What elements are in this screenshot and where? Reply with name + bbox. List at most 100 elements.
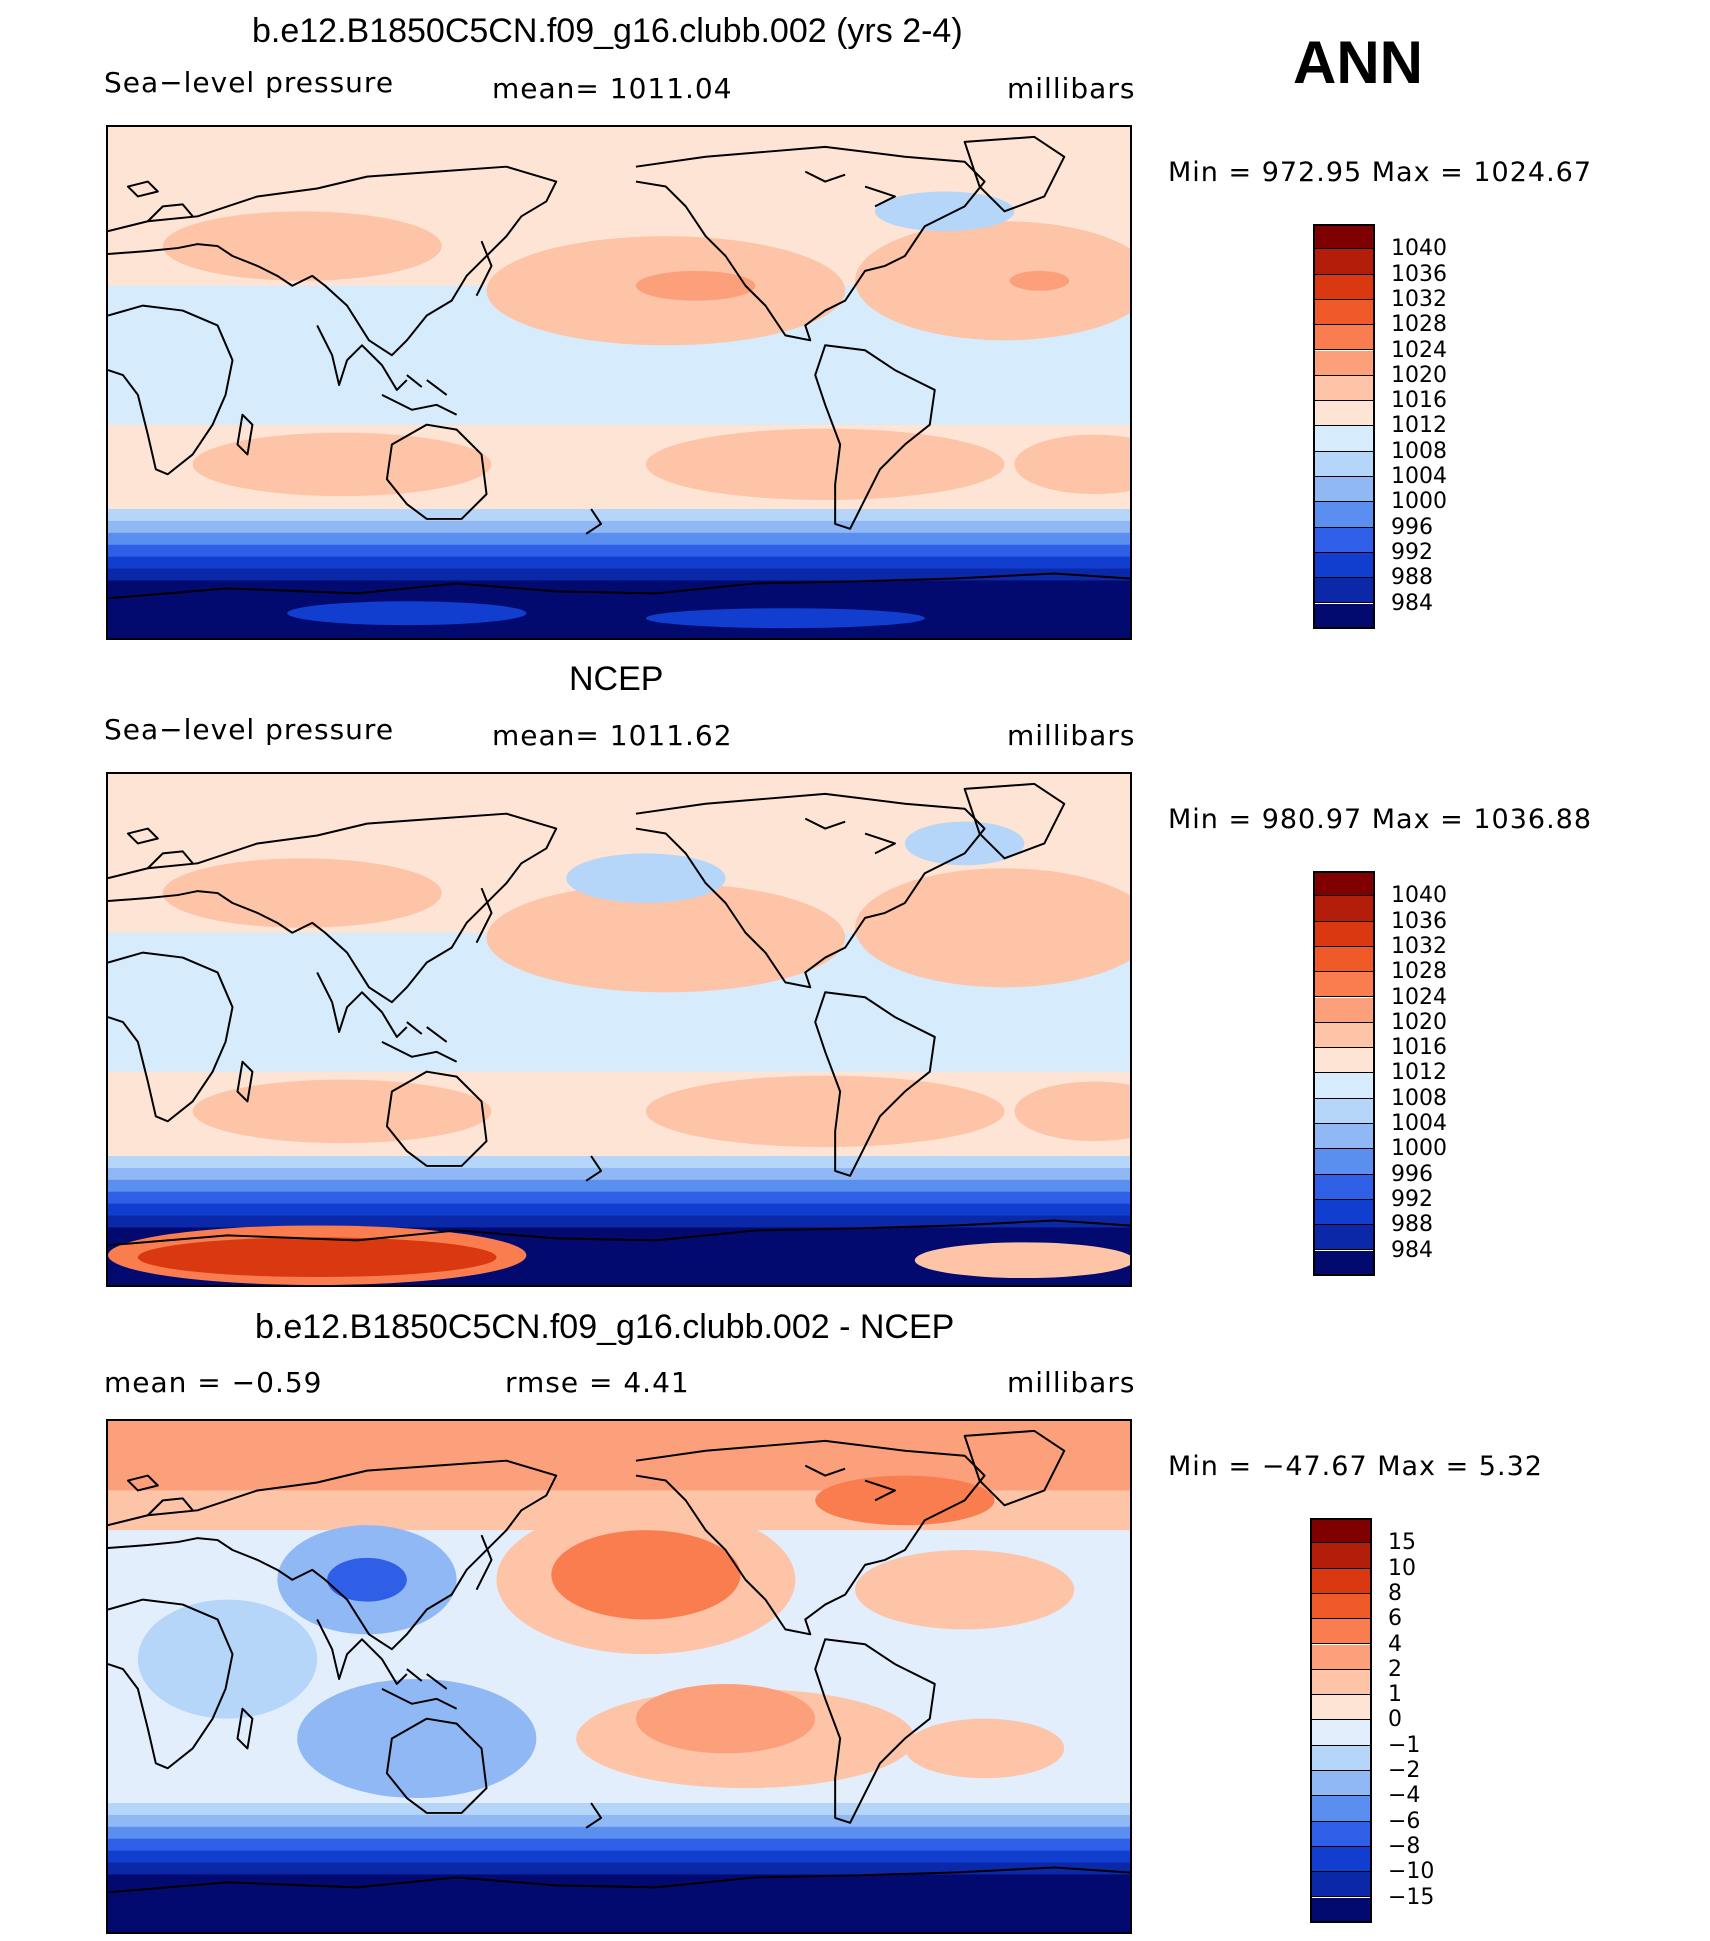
colorbar-tick-label: 1020 bbox=[1391, 1009, 1447, 1035]
coastline bbox=[804, 1464, 896, 1502]
coastline bbox=[236, 1060, 254, 1103]
contour-band bbox=[108, 1850, 1130, 1865]
panel-3-title: b.e12.B1850C5CN.f09_g16.clubb.002 - NCEP bbox=[255, 1308, 955, 1346]
coastline bbox=[804, 817, 896, 855]
contour-map bbox=[108, 1421, 1130, 1932]
coastline bbox=[126, 180, 194, 222]
colorbar-swatch bbox=[1313, 1174, 1375, 1200]
colorbar-swatch bbox=[1313, 274, 1375, 300]
contour-band bbox=[108, 1191, 1130, 1206]
colorbar-swatch bbox=[1310, 1846, 1372, 1873]
colorbar-tick-label: −15 bbox=[1388, 1884, 1435, 1910]
colorbar-swatch bbox=[1313, 1250, 1375, 1276]
colorbar-swatch bbox=[1310, 1796, 1372, 1822]
colorbar-swatch bbox=[1313, 1225, 1375, 1251]
contour-band bbox=[108, 592, 1130, 638]
colorbar-tick-label: 1032 bbox=[1391, 933, 1447, 959]
colorbar-tick-label: 984 bbox=[1391, 590, 1433, 616]
contour-band bbox=[108, 1215, 1130, 1230]
colorbar-swatch bbox=[1313, 871, 1375, 897]
colorbar-swatch bbox=[1310, 1568, 1372, 1594]
panel-2-mean-label: mean= 1011.62 bbox=[492, 719, 733, 752]
contour-band bbox=[108, 1421, 1130, 1491]
colorbar-tick-label: 10 bbox=[1388, 1555, 1416, 1581]
colorbar-swatch bbox=[1313, 1098, 1375, 1124]
coastline bbox=[108, 951, 234, 1123]
colorbar-swatch bbox=[1310, 1872, 1372, 1898]
colorbar-swatch bbox=[1313, 527, 1375, 553]
coastline bbox=[475, 1534, 493, 1591]
contour-region bbox=[904, 1718, 1065, 1779]
contour-band bbox=[108, 1814, 1130, 1829]
colorbar-frame bbox=[1313, 871, 1375, 1276]
coastline bbox=[381, 1021, 458, 1063]
contour-region bbox=[192, 432, 492, 497]
colorbar-tick-label: 1016 bbox=[1391, 388, 1447, 414]
colorbar-tick-label: 8 bbox=[1388, 1580, 1402, 1606]
colorbar-tick-label: 0 bbox=[1388, 1707, 1402, 1733]
colorbar-swatch bbox=[1313, 1124, 1375, 1150]
coastline bbox=[475, 887, 493, 944]
coastline bbox=[126, 1474, 194, 1516]
colorbar-swatch bbox=[1313, 578, 1375, 604]
colorbar-tick-label: 1008 bbox=[1391, 438, 1447, 464]
coastline bbox=[385, 423, 488, 520]
colorbar-tick-label: 4 bbox=[1388, 1631, 1402, 1657]
contour-band bbox=[108, 544, 1130, 559]
colorbar-tick-label: 996 bbox=[1391, 1161, 1433, 1187]
contour-region bbox=[137, 1237, 497, 1278]
panel-2-units-label: millibars bbox=[1007, 719, 1136, 752]
colorbar-tick-label: 1020 bbox=[1391, 362, 1447, 388]
coastline bbox=[635, 145, 986, 342]
coastline bbox=[963, 135, 1066, 213]
contour-region bbox=[635, 270, 756, 301]
contour-region bbox=[904, 821, 1025, 866]
colorbar-tick-label: 1000 bbox=[1391, 1136, 1447, 1162]
contour-band bbox=[108, 1886, 1130, 1932]
colorbar-tick-label: 1036 bbox=[1391, 908, 1447, 934]
contour-region bbox=[645, 608, 925, 629]
coastline bbox=[814, 344, 936, 530]
contour-band bbox=[108, 1203, 1130, 1218]
colorbar-swatch bbox=[1313, 896, 1375, 922]
colorbar-tick-label: 1032 bbox=[1391, 286, 1447, 312]
contour-band bbox=[108, 1874, 1130, 1889]
colorbar-swatch bbox=[1313, 552, 1375, 579]
coastline bbox=[236, 1707, 254, 1750]
colorbar-tick-label: 15 bbox=[1388, 1530, 1416, 1556]
panel-2-minmax: Min = 980.97 Max = 1036.88 bbox=[1168, 804, 1593, 835]
colorbar-swatch bbox=[1310, 1720, 1372, 1746]
coastline bbox=[814, 991, 936, 1177]
season-label: ANN bbox=[1293, 29, 1423, 96]
colorbar-tick-label: −6 bbox=[1388, 1808, 1421, 1834]
contour-region bbox=[137, 1599, 318, 1719]
panel-2-title: NCEP bbox=[569, 660, 664, 698]
colorbar-swatch bbox=[1313, 1199, 1375, 1226]
panel-3-minmax: Min = −47.67 Max = 5.32 bbox=[1168, 1451, 1543, 1482]
contour-band bbox=[108, 568, 1130, 583]
colorbar-swatch bbox=[1310, 1695, 1372, 1721]
contour-region bbox=[635, 1683, 816, 1754]
panel-3-units-label: millibars bbox=[1007, 1366, 1136, 1399]
colorbar-tick-label: 984 bbox=[1391, 1237, 1433, 1263]
colorbar-swatch bbox=[1313, 603, 1375, 629]
contour-band bbox=[108, 1803, 1130, 1817]
colorbar-swatch bbox=[1313, 1149, 1375, 1175]
contour-region bbox=[855, 221, 1130, 341]
panel-1-title: b.e12.B1850C5CN.f09_g16.clubb.002 (yrs 2… bbox=[252, 12, 963, 50]
colorbar-swatch bbox=[1310, 1644, 1372, 1670]
panel-1-units-label: millibars bbox=[1007, 72, 1136, 105]
contour-region bbox=[162, 858, 442, 928]
contour-region bbox=[327, 1557, 407, 1602]
colorbar-tick-label: 1028 bbox=[1391, 312, 1447, 338]
coastline bbox=[316, 1619, 408, 1685]
panel-3-rmse-label: rmse = 4.41 bbox=[505, 1366, 690, 1399]
colorbar-tick-label: 1 bbox=[1388, 1682, 1402, 1708]
colorbar-tick-label: 1024 bbox=[1391, 984, 1447, 1010]
colorbar-tick-label: −2 bbox=[1388, 1758, 1421, 1783]
colorbar-tick-label: 1040 bbox=[1391, 883, 1447, 909]
contour-region bbox=[914, 1242, 1130, 1279]
coastlines bbox=[108, 782, 1130, 1247]
colorbar-tick-label: 1036 bbox=[1391, 261, 1447, 287]
contour-band bbox=[108, 1862, 1130, 1877]
